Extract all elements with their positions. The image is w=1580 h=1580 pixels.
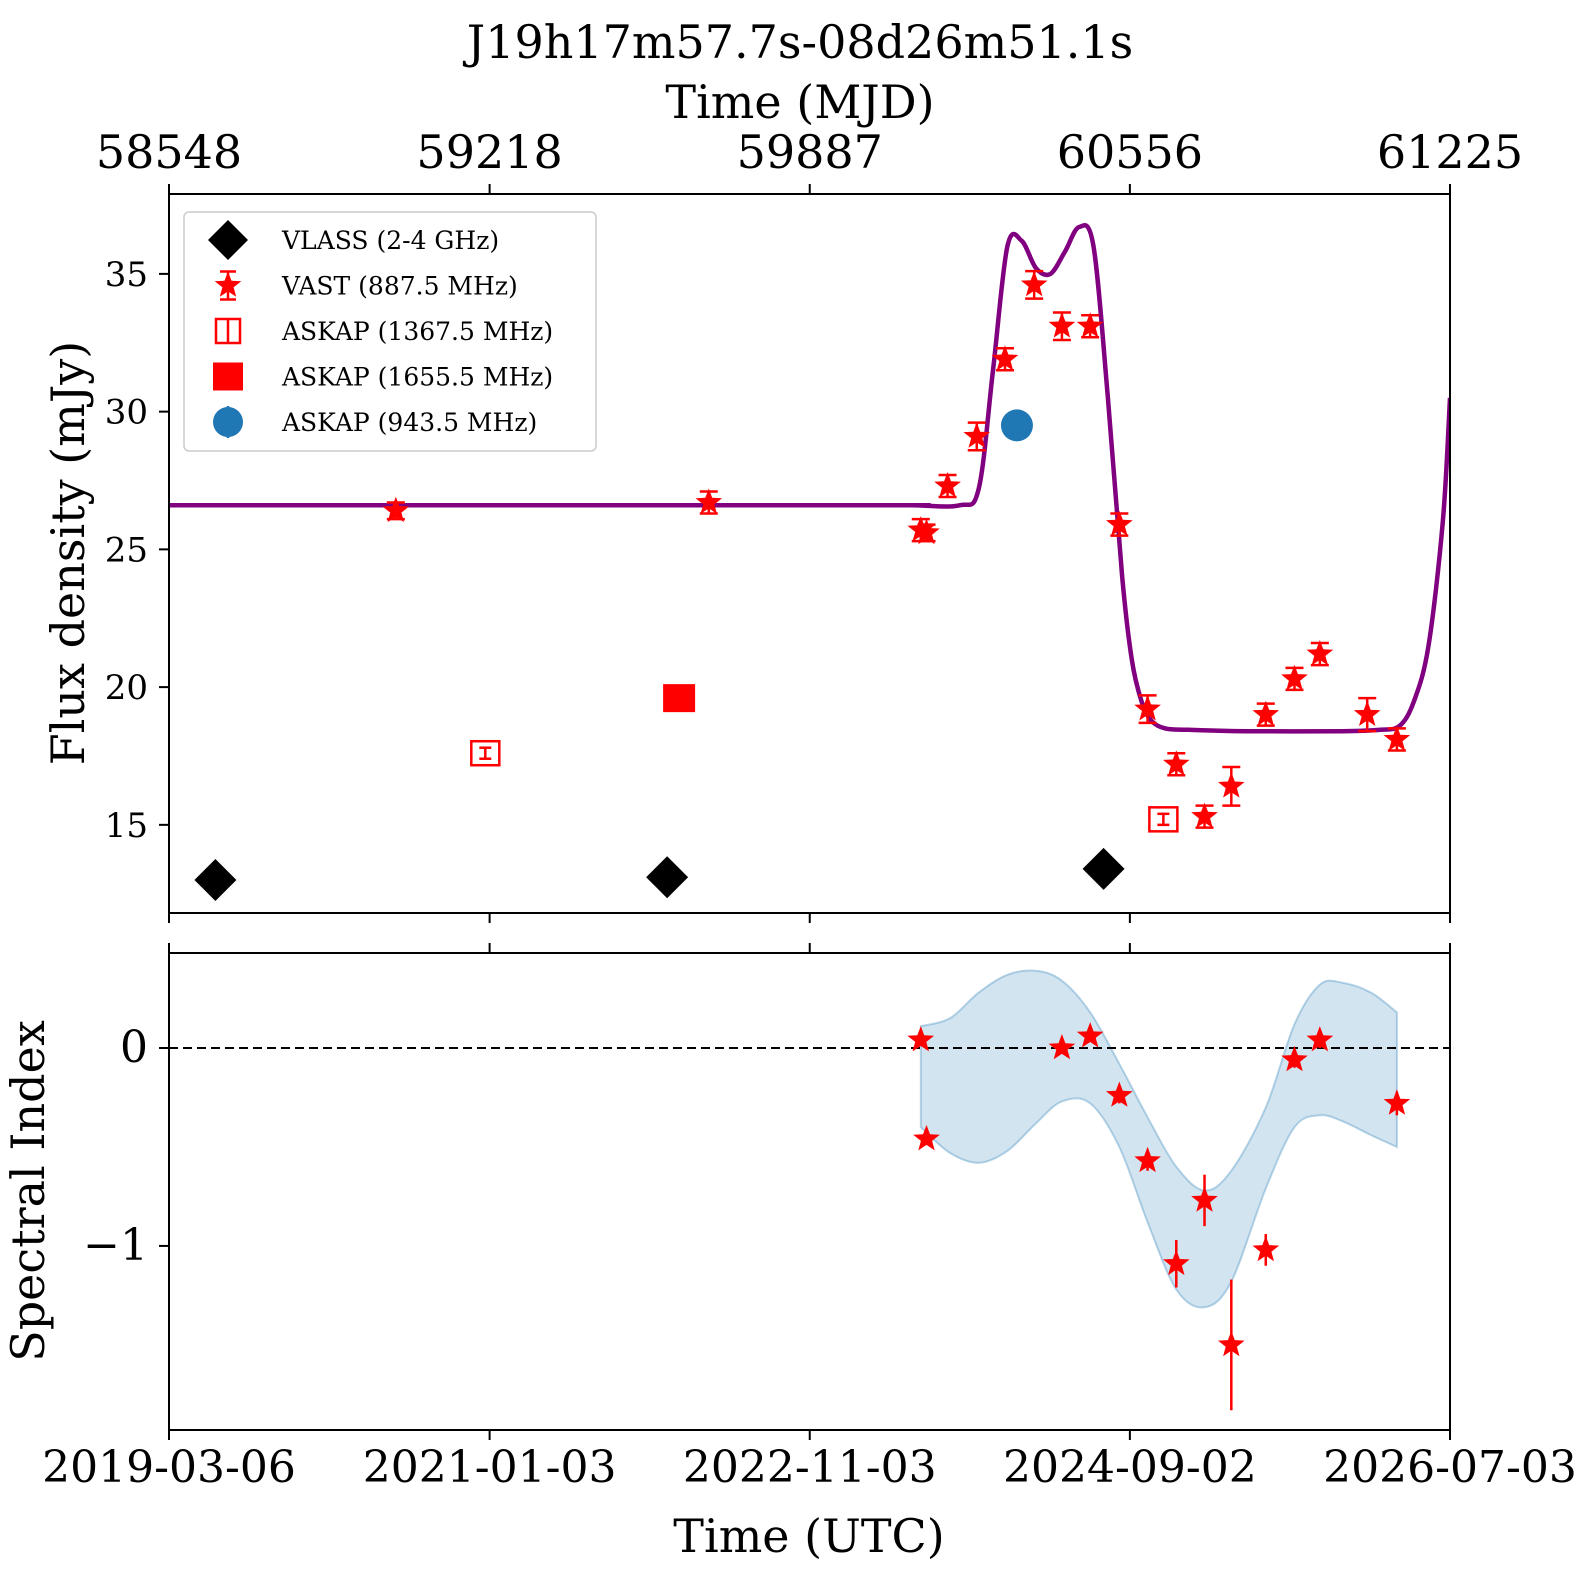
vast-point [1383, 725, 1411, 751]
top-tick-label: 59887 [737, 125, 883, 179]
vast-point [1281, 664, 1308, 691]
legend-item: VAST (887.5 MHz) [214, 270, 518, 301]
spectral-index-point [1281, 1045, 1308, 1072]
spectral-index-panel: −1 0 Spectral Index [1, 952, 1451, 1431]
vast-point [1076, 312, 1104, 338]
figure-title: J19h17m57.7s-08d26m51.1s [463, 15, 1133, 69]
askap-1367-point [1148, 806, 1179, 833]
legend-marker-square [213, 362, 243, 391]
vlass-point [194, 858, 237, 901]
legend-label: ASKAP (1367.5 MHz) [281, 317, 553, 346]
spectral-index-point [1134, 1146, 1161, 1173]
legend-item: ASKAP (1367.5 MHz) [214, 317, 553, 346]
vast-point [695, 488, 723, 514]
bottom-axis-ticks: 2019-03-06 2021-01-03 2022-11-03 2024-09-02… [42, 913, 1577, 1493]
spectral-index-band [919, 969, 1398, 1309]
askap-943-point [1000, 409, 1033, 442]
flux-y-label: Flux density (mJy) [41, 341, 95, 765]
top-tick-label: 60556 [1057, 125, 1203, 179]
spectral-y-tick-label: −1 [83, 1220, 148, 1271]
legend-marker-diamond [208, 220, 248, 260]
flux-y-tick-label: 20 [105, 668, 148, 708]
top-axis-ticks: 58548 59218 59887 60556 61225 [96, 125, 1523, 194]
vast-point [1252, 700, 1280, 726]
askap-1367-errorbar [1157, 812, 1170, 827]
legend-label: VLASS (2-4 GHz) [281, 226, 499, 255]
vast-point [1218, 772, 1245, 798]
legend-item: ASKAP (1655.5 MHz) [213, 362, 553, 392]
spectral-index-point [1076, 1022, 1104, 1048]
flux-y-ticks: 15 20 25 30 35 [105, 255, 169, 846]
bottom-tick-label: 2021-01-03 [363, 1442, 617, 1493]
askap-1367-errorbar [479, 746, 492, 760]
top-axis-label: Time (MJD) [665, 75, 934, 129]
spectral-index-point [1383, 1089, 1411, 1115]
vast-point [1353, 700, 1381, 726]
vast-point [934, 472, 961, 498]
vast-point [1191, 802, 1218, 828]
askap-1655-point [663, 684, 696, 713]
flux-y-tick-label: 25 [105, 530, 148, 570]
bottom-tick-label: 2024-09-02 [1003, 1442, 1257, 1493]
top-tick-label: 59218 [416, 125, 562, 179]
vast-point [1106, 510, 1133, 536]
vlass-point [1082, 847, 1125, 890]
top-tick-label: 61225 [1377, 125, 1523, 179]
legend-item: ASKAP (943.5 MHz) [213, 406, 537, 438]
askap-1367-point [470, 739, 501, 767]
spectral-index-point [1048, 1034, 1076, 1060]
legend-label: ASKAP (943.5 MHz) [281, 408, 537, 437]
vast-point [382, 496, 410, 523]
vlass-point [646, 856, 689, 899]
vast-point [963, 422, 991, 448]
spectral-index-point [913, 1125, 940, 1151]
vast-point [1306, 640, 1334, 666]
flux-y-tick-label: 35 [105, 255, 148, 295]
spectral-index-point [1252, 1235, 1280, 1262]
top-tick-label: 58548 [96, 125, 242, 179]
spectral-index-point [1191, 1186, 1218, 1212]
flux-density-panel: 15 20 25 30 35 Flux density (mJy) VLASS (2-4… [41, 193, 1451, 914]
spectral-y-tick-label: 0 [120, 1022, 148, 1073]
spectral-index-point [1306, 1026, 1334, 1052]
vast-point [1163, 750, 1190, 776]
spectral-y-label: Spectral Index [1, 1020, 55, 1362]
spectral-index-point [1163, 1249, 1190, 1276]
vast-point [913, 518, 940, 545]
vast-point [991, 345, 1019, 371]
legend-item: VLASS (2-4 GHz) [208, 220, 499, 260]
spectral-index-point [1106, 1081, 1133, 1107]
flux-y-tick-label: 15 [105, 806, 148, 846]
bottom-tick-label: 2026-07-03 [1323, 1442, 1577, 1493]
flux-y-tick-label: 30 [105, 393, 148, 433]
legend-label: ASKAP (1655.5 MHz) [281, 363, 553, 392]
legend-marker-circle [213, 407, 243, 437]
bottom-tick-label: 2019-03-06 [42, 1442, 296, 1493]
spectral-index-point [1218, 1330, 1245, 1357]
bottom-axis-label: Time (UTC) [673, 1509, 944, 1563]
legend: VLASS (2-4 GHz) VAST (887.5 MHz) ASKAP (13… [183, 211, 597, 452]
legend-box [183, 211, 597, 452]
spectral-index-point [907, 1026, 935, 1052]
spectral-y-ticks: −1 0 [83, 1022, 169, 1271]
legend-marker-star [214, 271, 242, 297]
bottom-tick-label: 2022-11-03 [683, 1442, 937, 1493]
vast-point [1134, 695, 1161, 721]
vast-point [1020, 270, 1048, 297]
legend-label: VAST (887.5 MHz) [281, 272, 518, 301]
vast-point [1048, 312, 1076, 338]
